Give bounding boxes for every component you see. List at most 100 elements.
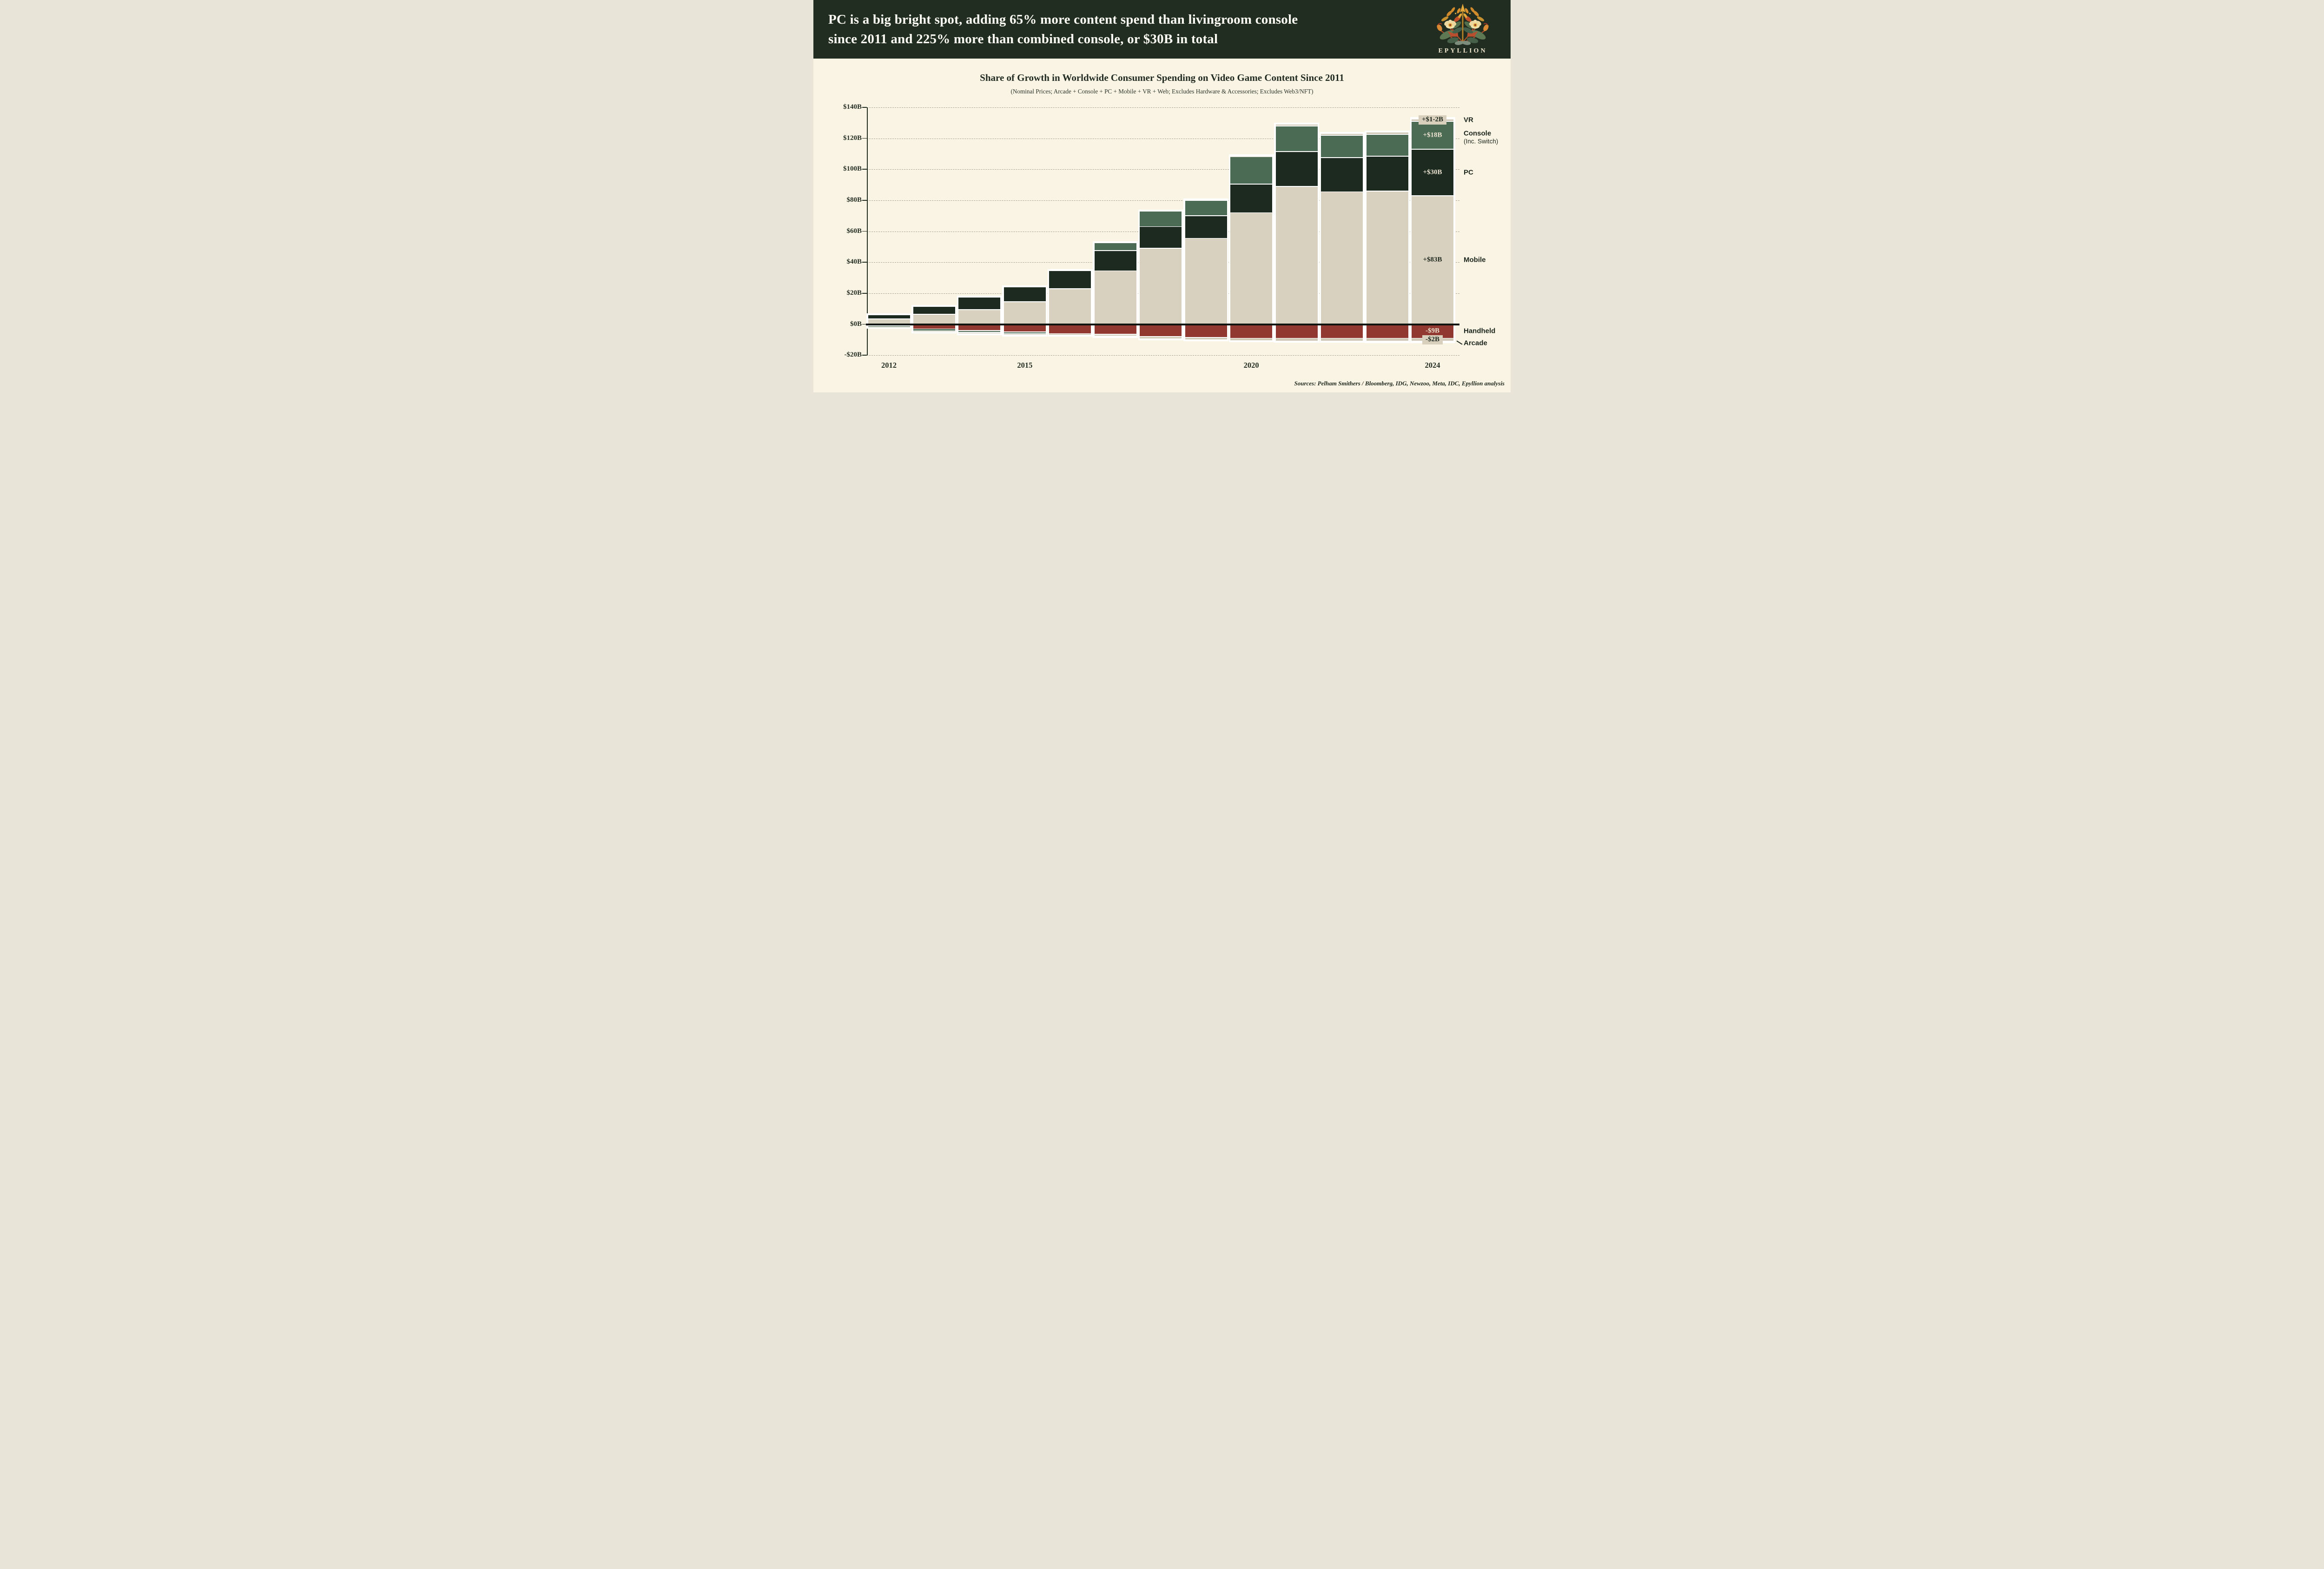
brand-name: EPYLLION (1438, 47, 1487, 54)
gridline-100 (867, 169, 1459, 170)
legend-mobile: Mobile (1464, 256, 1486, 264)
bar-segment-arcade-2018 (1140, 337, 1182, 338)
bar-segment-mobile-2023 (1366, 191, 1408, 324)
bar-2018 (1138, 209, 1183, 341)
bar-segment-mobile-2016 (1049, 289, 1091, 324)
bar-segment-console-2023 (1366, 135, 1408, 156)
bar-segment-arcade-2023 (1366, 338, 1408, 341)
bar-segment-pc-2016 (1049, 271, 1091, 288)
x-label-2015: 2015 (1017, 361, 1033, 370)
annotation-mobile: +$83B (1423, 256, 1442, 264)
bar-2013 (911, 305, 957, 334)
y-tick-label-60: $60B (846, 227, 862, 235)
chart-subtitle: (Nominal Prices; Arcade + Console + PC +… (1010, 88, 1314, 95)
bar-2015 (1002, 285, 1048, 337)
bar-segment-mobile-2020 (1230, 213, 1273, 324)
bar-segment-arcade-2015 (1004, 334, 1046, 335)
bar-segment-pc-2019 (1185, 216, 1227, 238)
bar-segment-console-2022 (1321, 135, 1363, 158)
legend-vr: VR (1464, 116, 1473, 124)
bar-segment-mobile-2022 (1321, 192, 1363, 324)
bar-segment-console-2013 (913, 329, 955, 331)
annotation-pc: +$30B (1423, 168, 1442, 176)
y-tick-label-20: $20B (846, 289, 862, 297)
bar-segment-arcade-2017 (1094, 335, 1136, 336)
bar-segment-handheld-2014 (958, 324, 1001, 330)
bar-segment-mobile-2021 (1275, 186, 1318, 324)
bar-segment-vr-2021 (1275, 125, 1318, 126)
page: PC is a big bright spot, adding 65% more… (813, 0, 1511, 392)
bar-segment-mobile-2024 (1412, 196, 1454, 324)
legend-arcade: Arcade (1464, 339, 1487, 347)
header-title-line2: since 2011 and 225% more than combined c… (828, 32, 1218, 47)
bar-segment-arcade-2013 (913, 331, 955, 332)
bar-segment-console-2012 (868, 326, 910, 327)
bar-segment-vr-2022 (1321, 134, 1363, 135)
y-tick-label-0: $0B (850, 320, 862, 328)
y-tick-label-140: $140B (843, 103, 862, 111)
legend-console-sub: (Inc. Switch) (1464, 138, 1499, 145)
legend-arcade-tick (1456, 340, 1463, 345)
y-tick-mark-140 (862, 106, 867, 108)
zero-line (866, 323, 1459, 325)
bar-segment-console-2015 (1004, 332, 1046, 334)
bar-segment-pc-2018 (1140, 227, 1182, 248)
annotation-console: +$18B (1423, 131, 1442, 139)
bar-segment-pc-2020 (1230, 184, 1273, 212)
y-tick-label-120: $120B (843, 134, 862, 142)
bar-segment-handheld-2017 (1094, 324, 1136, 334)
bar-segment-pc-2022 (1321, 158, 1363, 192)
sources-note: Sources: Pelham Smithers / Bloomberg, ID… (1294, 380, 1505, 387)
bar-2019 (1183, 199, 1229, 342)
annotation-handheld: -$9B (1426, 327, 1440, 335)
bar-segment-handheld-2015 (1004, 324, 1046, 332)
bar-2017 (1093, 241, 1138, 338)
y-tick-mark-100 (862, 169, 867, 170)
legend-pc: PC (1464, 168, 1473, 177)
x-label-2020: 2020 (1243, 361, 1259, 370)
header-title-line1: PC is a big bright spot, adding 65% more… (828, 12, 1298, 27)
y-tick-mark-60 (862, 231, 867, 232)
bar-segment-arcade-2021 (1275, 338, 1318, 341)
bar-segment-handheld-2016 (1049, 324, 1091, 333)
header-banner: PC is a big bright spot, adding 65% more… (813, 0, 1511, 59)
bar-segment-pc-2012 (868, 315, 910, 318)
y-tick-label-100: $100B (843, 165, 862, 173)
bar-segment-arcade-2016 (1049, 334, 1091, 335)
bar-segment-handheld-2021 (1275, 324, 1318, 338)
bar-segment-console-2020 (1230, 157, 1273, 184)
bar-segment-mobile-2019 (1185, 238, 1227, 324)
y-tick-label-80: $80B (846, 196, 862, 204)
bar-segment-console-2014 (958, 331, 1001, 332)
legend-handheld: Handheld (1464, 327, 1496, 335)
bar-2024: +$83B +$30B +$18B +$1-2B -$9B -$2B (1410, 115, 1455, 344)
bar-segment-arcade-2019 (1185, 338, 1227, 339)
bar-2023 (1365, 130, 1410, 343)
bar-segment-mobile-2013 (913, 314, 955, 324)
bar-segment-console-2021 (1275, 126, 1318, 151)
bar-segment-arcade-2020 (1230, 338, 1273, 340)
legend-console: Console (Inc. Switch) (1464, 129, 1499, 145)
bar-segment-console-2017 (1094, 243, 1136, 251)
bar-2021 (1274, 123, 1320, 343)
bar-segment-console-2018 (1140, 212, 1182, 226)
bar-segment-handheld-2019 (1185, 324, 1227, 337)
y-axis-line (867, 107, 868, 356)
bar-segment-pc-2021 (1275, 152, 1318, 186)
y-tick-label--20: -$20B (844, 351, 862, 359)
gridline--20 (867, 355, 1459, 356)
bar-segment-mobile-2018 (1140, 249, 1182, 324)
y-tick-mark-40 (862, 262, 867, 263)
bar-2016 (1047, 269, 1093, 337)
bar-2012 (866, 313, 911, 329)
y-tick-mark-0 (862, 324, 867, 325)
bar-segment-arcade-2022 (1321, 338, 1363, 341)
y-tick-mark--20 (862, 355, 867, 356)
bar-segment-pc-2015 (1004, 287, 1046, 302)
bar-2022 (1319, 132, 1365, 343)
bar-segment-pc-2017 (1094, 251, 1136, 271)
bar-segment-pc-2013 (913, 307, 955, 314)
bar-segment-mobile-2014 (958, 310, 1001, 324)
gridline-80 (867, 200, 1459, 201)
y-tick-mark-20 (862, 292, 867, 294)
